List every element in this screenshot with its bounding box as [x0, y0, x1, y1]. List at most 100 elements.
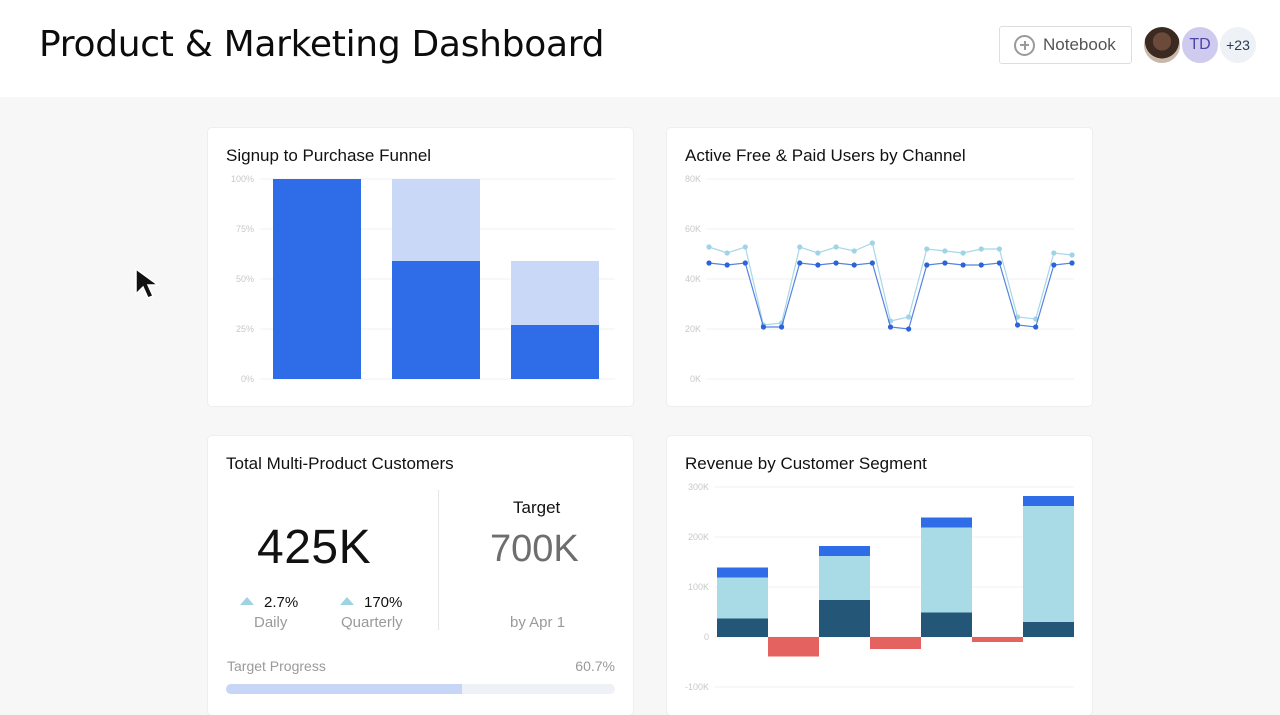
progress-bar — [226, 684, 615, 694]
data-point — [742, 260, 748, 266]
active-users-chart: 80K 60K 40K 20K 0K — [685, 174, 1075, 384]
daily-delta: 2.7% — [240, 594, 298, 611]
revenue-bar-top — [717, 567, 768, 578]
series-line — [708, 242, 1073, 326]
data-point — [1033, 324, 1039, 330]
revenue-bar-mid — [819, 556, 870, 600]
active-users-title: Active Free & Paid Users by Channel — [685, 146, 966, 165]
data-point — [833, 244, 839, 250]
data-point — [1051, 262, 1057, 268]
funnel-bar — [511, 325, 599, 379]
target-value: 700K — [490, 528, 579, 570]
y-tick-label: 40K — [685, 274, 701, 284]
data-point — [1033, 316, 1039, 322]
funnel-title: Signup to Purchase Funnel — [226, 146, 432, 165]
data-point — [724, 262, 730, 268]
kpi-divider — [438, 490, 439, 630]
avatar-initials[interactable]: TD — [1180, 25, 1220, 65]
data-point — [1051, 250, 1057, 256]
data-point — [996, 260, 1002, 266]
page-title: Product & Marketing Dashboard — [39, 24, 605, 65]
data-point — [815, 250, 821, 256]
more-collaborators-badge[interactable]: +23 — [1218, 25, 1258, 65]
revenue-bar-mid — [921, 527, 972, 613]
y-tick-label: 0 — [704, 632, 709, 642]
data-point — [833, 260, 839, 266]
data-point — [924, 246, 930, 252]
daily-delta-value: 2.7% — [264, 594, 299, 611]
data-point — [706, 260, 712, 266]
data-point — [887, 324, 894, 330]
funnel-chart: 100% 75% 50% 25% 0% — [231, 174, 615, 384]
mouse-pointer-icon — [135, 267, 161, 299]
y-tick-label: 0K — [690, 374, 701, 384]
y-tick-label: 25% — [236, 324, 254, 334]
data-point — [906, 314, 912, 320]
data-point — [851, 262, 857, 268]
y-tick-label: 20K — [685, 324, 701, 334]
data-point — [996, 246, 1002, 252]
revenue-bar-base — [717, 618, 768, 637]
data-point — [942, 248, 948, 254]
kpi-title: Total Multi-Product Customers — [226, 454, 454, 473]
data-point — [1069, 260, 1075, 266]
y-tick-label: 100% — [231, 174, 254, 184]
data-point — [779, 324, 785, 330]
progress-bar-fill — [226, 684, 463, 694]
progress-label: Target Progress — [227, 658, 326, 674]
data-point — [815, 262, 821, 268]
quarterly-delta-value: 170% — [364, 594, 403, 611]
target-label: Target — [513, 498, 561, 517]
revenue-title: Revenue by Customer Segment — [685, 454, 927, 473]
data-point — [760, 324, 767, 330]
trend-up-icon — [240, 597, 254, 605]
revenue-bar-base — [921, 612, 972, 637]
data-point — [978, 262, 984, 268]
revenue-bar-base — [1023, 622, 1074, 637]
y-tick-label: 80K — [685, 174, 701, 184]
multi-product-customers-card[interactable]: Total Multi-Product Customers 425K 2.7% … — [208, 436, 633, 715]
progress-percent: 60.7% — [575, 658, 615, 674]
data-point — [1014, 314, 1021, 320]
data-point — [797, 244, 803, 250]
data-point — [851, 248, 857, 254]
plus-circle-icon — [1014, 34, 1035, 56]
revenue-bar-top — [819, 546, 870, 556]
data-point — [724, 250, 730, 256]
active-users-card[interactable]: Active Free & Paid Users by Channel 80K 6… — [667, 128, 1092, 406]
revenue-bar-base — [819, 600, 870, 637]
y-tick-label: 300K — [688, 482, 709, 492]
y-tick-label: 200K — [688, 532, 709, 542]
revenue-bar-top — [1023, 496, 1074, 506]
quarterly-delta: 170% — [340, 594, 402, 611]
revenue-bar-negative — [768, 637, 819, 657]
target-date: by Apr 1 — [510, 614, 566, 631]
revenue-chart: 300K 200K 100K 0 -100K — [685, 482, 1074, 692]
revenue-card[interactable]: Revenue by Customer Segment 300K 200K 100K… — [667, 436, 1092, 715]
y-tick-label: 60K — [685, 224, 701, 234]
data-point — [960, 262, 966, 268]
add-notebook-button[interactable]: Notebook — [999, 26, 1132, 64]
kpi-value: 425K — [257, 521, 372, 574]
data-point — [942, 260, 948, 266]
quarterly-label: Quarterly — [341, 614, 403, 631]
data-point — [978, 246, 984, 252]
y-tick-label: 50% — [236, 274, 254, 284]
data-point — [906, 326, 912, 332]
data-point — [960, 250, 966, 256]
revenue-bar-top — [921, 517, 972, 528]
data-point — [706, 244, 712, 250]
revenue-bar-negative — [870, 637, 921, 649]
data-point — [924, 262, 930, 268]
revenue-bar-mid — [717, 577, 768, 619]
revenue-bar-negative — [972, 637, 1023, 642]
revenue-bar-mid — [1023, 506, 1074, 622]
avatar[interactable] — [1142, 25, 1182, 65]
y-tick-label: 100K — [688, 582, 709, 592]
funnel-bar — [273, 179, 361, 379]
data-point — [797, 260, 803, 266]
notebook-button-label: Notebook — [1043, 35, 1116, 54]
daily-label: Daily — [254, 614, 288, 631]
y-tick-label: -100K — [685, 682, 709, 692]
funnel-card[interactable]: Signup to Purchase Funnel 100% 75% 50% 25% 0… — [208, 128, 633, 406]
